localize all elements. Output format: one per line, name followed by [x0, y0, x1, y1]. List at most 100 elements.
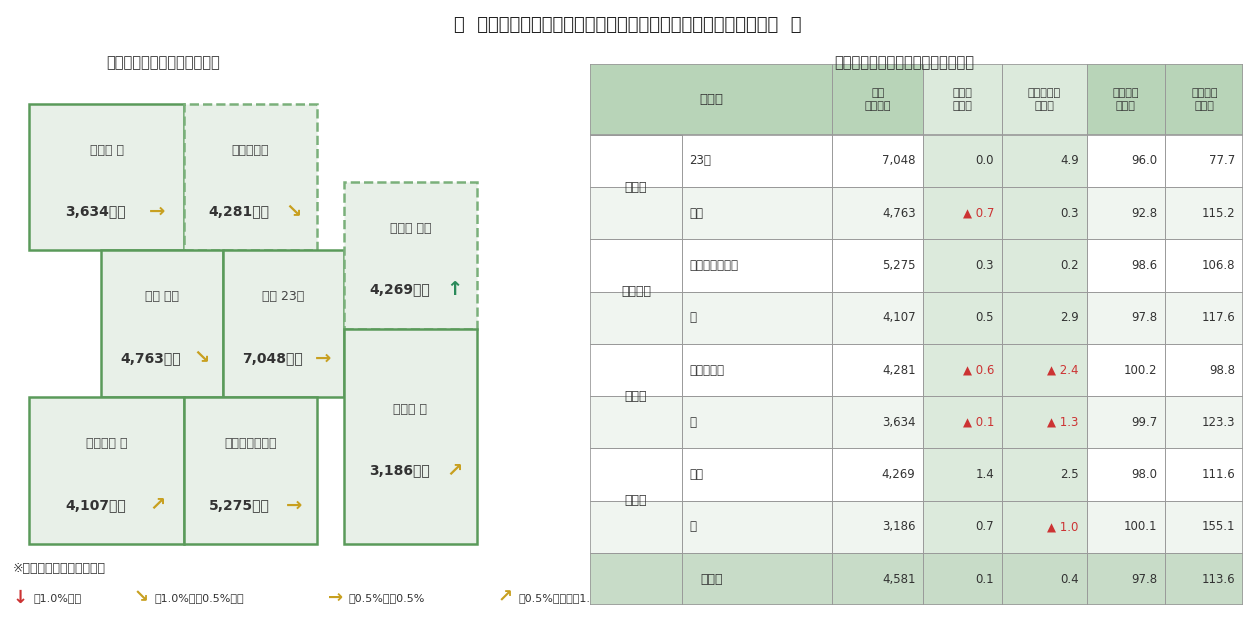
- Text: 92.8: 92.8: [1132, 207, 1157, 220]
- Text: －1.0%～－0.5%以下: －1.0%～－0.5%以下: [154, 592, 244, 603]
- Text: 4,107万円: 4,107万円: [65, 498, 126, 512]
- Bar: [923, 135, 1002, 187]
- Bar: [923, 64, 1002, 135]
- Bar: [1002, 553, 1086, 605]
- Text: 117.6: 117.6: [1202, 311, 1236, 324]
- Text: 5,275: 5,275: [882, 259, 916, 272]
- Text: ▲ 0.6: ▲ 0.6: [962, 364, 993, 377]
- Text: 0.4: 0.4: [1060, 573, 1079, 585]
- Text: 98.8: 98.8: [1210, 364, 1236, 377]
- Text: 建物面積
（㎡）: 建物面積 （㎡）: [1113, 88, 1139, 111]
- Text: 99.7: 99.7: [1130, 416, 1157, 429]
- Text: 埼玉県: 埼玉県: [624, 390, 647, 402]
- Text: 4,763: 4,763: [882, 207, 916, 220]
- Text: 3,634万円: 3,634万円: [65, 204, 126, 218]
- Text: ＋0.5%以上～＋1.0%: ＋0.5%以上～＋1.0%: [519, 592, 608, 603]
- Text: 首都圏: 首都圏: [700, 573, 722, 585]
- Bar: [590, 292, 1243, 344]
- Text: 4,281: 4,281: [882, 364, 916, 377]
- FancyBboxPatch shape: [29, 104, 183, 251]
- Text: 5,275万円: 5,275万円: [208, 498, 270, 512]
- Text: 他: 他: [690, 416, 697, 429]
- Text: 0.7: 0.7: [976, 520, 993, 533]
- Text: 4,581: 4,581: [882, 573, 916, 585]
- FancyBboxPatch shape: [344, 182, 477, 328]
- FancyBboxPatch shape: [183, 397, 317, 544]
- Text: 7,048万円: 7,048万円: [242, 351, 303, 365]
- Text: 0.3: 0.3: [1060, 207, 1079, 220]
- Text: 前月比
（％）: 前月比 （％）: [952, 88, 972, 111]
- Bar: [923, 292, 1002, 344]
- Text: 111.6: 111.6: [1202, 468, 1236, 481]
- Bar: [590, 553, 1243, 605]
- Text: 3,634: 3,634: [882, 416, 916, 429]
- Text: 前年同月比
（％）: 前年同月比 （％）: [1027, 88, 1061, 111]
- Text: 23区: 23区: [690, 155, 711, 167]
- Text: ↗: ↗: [446, 461, 462, 480]
- Text: →: →: [328, 589, 343, 607]
- Text: 土地面積
（㎡）: 土地面積 （㎡）: [1191, 88, 1217, 111]
- Text: 4,763万円: 4,763万円: [121, 351, 181, 365]
- Text: 4,269: 4,269: [882, 468, 916, 481]
- Text: ＋1.0%以上: ＋1.0%以上: [712, 592, 760, 603]
- Text: 都下: 都下: [690, 207, 703, 220]
- Text: →: →: [149, 202, 166, 221]
- Text: ▲ 0.7: ▲ 0.7: [962, 207, 993, 220]
- Text: 100.1: 100.1: [1124, 520, 1157, 533]
- Text: 0.1: 0.1: [976, 573, 993, 585]
- Text: 155.1: 155.1: [1202, 520, 1236, 533]
- Text: 0.5: 0.5: [976, 311, 993, 324]
- Text: 横浜市・川崎市: 横浜市・川崎市: [224, 437, 276, 450]
- Text: 0.0: 0.0: [976, 155, 993, 167]
- Text: ▲ 1.0: ▲ 1.0: [1048, 520, 1079, 533]
- Bar: [590, 187, 1243, 240]
- Text: 西部: 西部: [690, 468, 703, 481]
- Bar: [590, 396, 1243, 448]
- Text: 千葉県 他: 千葉県 他: [393, 403, 427, 416]
- Bar: [831, 64, 923, 135]
- Bar: [1166, 64, 1243, 135]
- Text: ↘: ↘: [193, 348, 210, 368]
- Bar: [1002, 135, 1086, 187]
- Text: 4,107: 4,107: [882, 311, 916, 324]
- Text: ▲ 2.4: ▲ 2.4: [1048, 364, 1079, 377]
- Text: 千葉県 西部: 千葉県 西部: [389, 222, 431, 235]
- Text: 98.0: 98.0: [1132, 468, 1157, 481]
- Text: 他: 他: [690, 520, 697, 533]
- Text: 0.3: 0.3: [976, 259, 993, 272]
- Text: 97.8: 97.8: [1132, 573, 1157, 585]
- Bar: [923, 396, 1002, 448]
- Text: ↑: ↑: [446, 280, 462, 299]
- Text: ↑: ↑: [691, 589, 706, 607]
- Text: 2.9: 2.9: [1060, 311, 1079, 324]
- Bar: [923, 240, 1002, 292]
- Bar: [923, 553, 1002, 605]
- Bar: [590, 135, 1243, 187]
- Text: 115.2: 115.2: [1202, 207, 1236, 220]
- Text: 96.0: 96.0: [1132, 155, 1157, 167]
- Bar: [1002, 187, 1086, 240]
- Text: さいたま市: さいたま市: [231, 144, 269, 156]
- Text: 3,186万円: 3,186万円: [369, 464, 430, 478]
- Bar: [923, 448, 1002, 501]
- Text: 神奈川県 他: 神奈川県 他: [85, 437, 127, 450]
- Text: 価格
（万円）: 価格 （万円）: [864, 88, 891, 111]
- Text: エリア: エリア: [700, 93, 723, 106]
- Text: 平均価格と前月からの変化率: 平均価格と前月からの変化率: [107, 55, 220, 70]
- Text: 0.2: 0.2: [1060, 259, 1079, 272]
- Text: 神奈川県: 神奈川県: [620, 285, 651, 298]
- Text: －0.5%～＋0.5%: －0.5%～＋0.5%: [349, 592, 425, 603]
- FancyBboxPatch shape: [222, 251, 344, 397]
- Text: 3,186: 3,186: [882, 520, 916, 533]
- Bar: [1086, 64, 1166, 135]
- Text: ↗: ↗: [149, 495, 166, 515]
- Text: 価格・建物面積・土地面積の平均値: 価格・建物面積・土地面積の平均値: [834, 55, 975, 70]
- Text: ＜  新築戸建　首都圏８エリアにおける価格・建物面積・土地面積  ＞: ＜ 新築戸建 首都圏８エリアにおける価格・建物面積・土地面積 ＞: [455, 16, 801, 34]
- Bar: [1002, 64, 1086, 135]
- Text: →: →: [315, 348, 332, 368]
- Bar: [590, 64, 831, 135]
- Text: 4.9: 4.9: [1060, 155, 1079, 167]
- Text: →: →: [286, 495, 303, 515]
- FancyBboxPatch shape: [100, 251, 222, 397]
- Bar: [1002, 292, 1086, 344]
